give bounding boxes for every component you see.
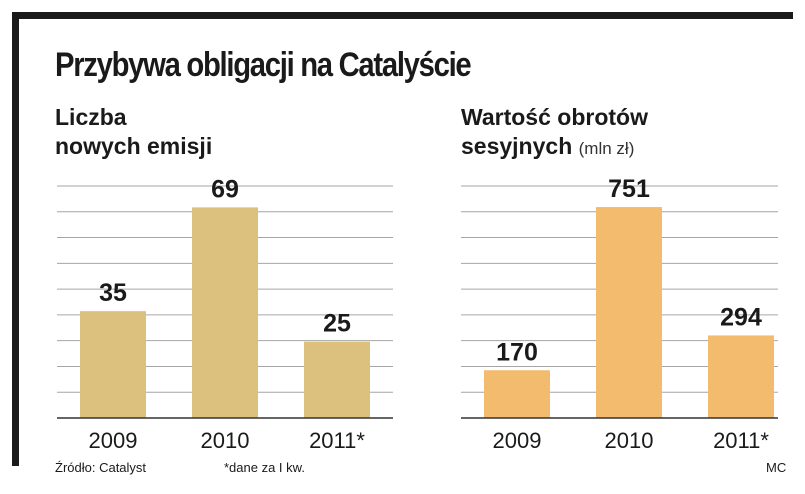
frame-top-rule <box>12 12 793 19</box>
right-chart-title-line2: sesyjnych (mln zł) <box>461 132 648 163</box>
source-note: Źródło: Catalyst <box>55 460 147 475</box>
author-initials: MC <box>766 460 787 475</box>
left-chart-title: Liczba nowych emisji <box>55 103 212 161</box>
right-value-label-2010: 751 <box>608 175 650 203</box>
right-chart-title-line1: Wartość obrotów <box>461 104 648 130</box>
left-chart-title-line2: nowych emisji <box>55 133 213 159</box>
left-chart-title-line1: Liczba <box>55 104 127 130</box>
right-tick-label-2009: 2009 <box>493 428 542 453</box>
right-tick-label-2010: 2010 <box>605 428 654 453</box>
right-bar-2010 <box>596 207 662 418</box>
right-bar-2011* <box>708 335 774 418</box>
left-tick-label-2011*: 2011* <box>309 428 365 453</box>
right-chart-title-text: sesyjnych <box>461 133 573 159</box>
left-tick-label-2010: 2010 <box>201 428 250 453</box>
left-bar-2010 <box>192 207 258 418</box>
right-bar-2009 <box>484 370 550 418</box>
left-tick-label-2009: 2009 <box>89 428 138 453</box>
footnote: *dane za I kw. <box>224 460 305 475</box>
right-tick-label-2011*: 2011* <box>713 428 769 453</box>
right-chart-unit: (mln zł) <box>578 139 635 158</box>
frame-left-rule <box>12 12 19 466</box>
left-value-label-2011*: 25 <box>323 310 351 338</box>
right-chart-title: Wartość obrotów sesyjnych (mln zł) <box>461 103 648 163</box>
left-bar-2009 <box>80 311 146 418</box>
left-value-label-2009: 35 <box>99 279 127 307</box>
left-value-label-2010: 69 <box>211 175 239 203</box>
right-value-label-2009: 170 <box>496 338 538 366</box>
left-bar-2011* <box>304 341 370 418</box>
infographic-title: Przybywa obligacji na Catalyście <box>55 46 472 84</box>
right-value-label-2011*: 294 <box>720 303 762 331</box>
